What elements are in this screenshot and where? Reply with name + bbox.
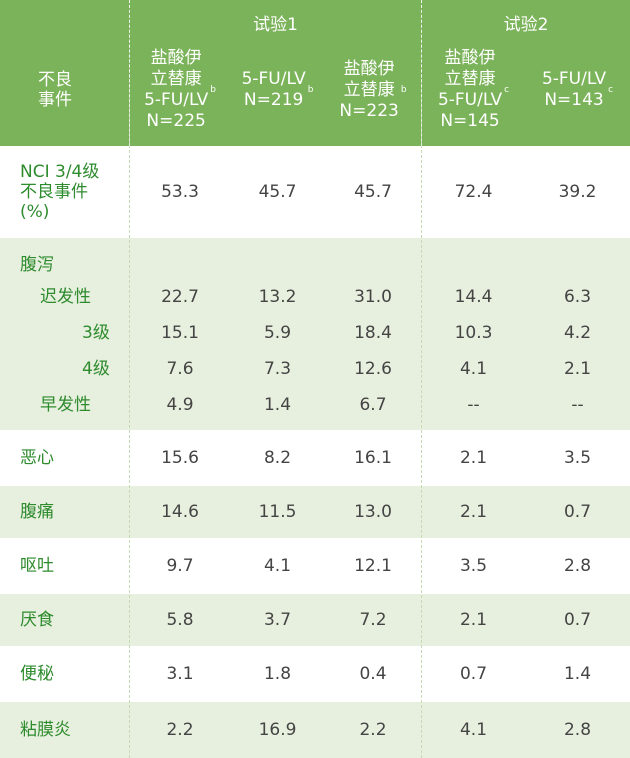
value-cell-g4-2: 7.3 xyxy=(263,359,292,379)
value-cell-nci-5: 39.2 xyxy=(558,182,597,202)
col-header-4: 盐酸伊 立替康 5-FU/LV N=145 c xyxy=(422,40,525,140)
value-cell-nci-4: 72.4 xyxy=(454,182,493,202)
value-cell-vomit-4: 3.5 xyxy=(459,556,488,576)
column-divider xyxy=(129,0,130,758)
col-header-3-label: 盐酸伊 立替康 N=223 xyxy=(339,58,399,121)
value-cell-early-4: -- xyxy=(467,395,480,415)
value-cell-late-2: 13.2 xyxy=(258,287,297,307)
value-cell-g3-3: 18.4 xyxy=(354,323,392,343)
value-cell-abdpain-1: 14.6 xyxy=(161,502,199,522)
value-cell-mucositis-4: 4.1 xyxy=(459,720,488,740)
row-label-nausea: 恶心 xyxy=(20,448,54,468)
value-cell-constip-3: 0.4 xyxy=(359,664,387,684)
value-cell-mucositis-5: 2.8 xyxy=(563,720,592,740)
col-header-2-sup: b xyxy=(307,84,314,95)
col-header-2-label: 5-FU/LV N=219 xyxy=(241,69,306,110)
col-header-4-label: 盐酸伊 立替康 5-FU/LV N=145 xyxy=(437,48,503,131)
value-cell-anorexia-2: 3.7 xyxy=(263,610,292,630)
band-nci xyxy=(0,148,630,236)
value-cell-nausea-5: 3.5 xyxy=(563,448,592,468)
col-header-2: 5-FU/LV N=219 b xyxy=(230,40,325,140)
value-cell-nci-3: 45.7 xyxy=(354,182,392,202)
trial1-header: 试验1 xyxy=(253,14,298,35)
row-label-g4: 4级 xyxy=(82,359,110,379)
band-diarrhea xyxy=(0,238,630,430)
header-band xyxy=(0,0,630,146)
value-cell-vomit-1: 9.7 xyxy=(166,556,194,576)
value-cell-abdpain-4: 2.1 xyxy=(459,502,488,522)
band-nausea xyxy=(0,432,630,484)
value-cell-early-2: 1.4 xyxy=(263,395,292,415)
trial2-header: 试验2 xyxy=(503,14,549,35)
value-cell-constip-2: 1.8 xyxy=(263,664,292,684)
value-cell-late-3: 31.0 xyxy=(354,287,392,307)
value-cell-constip-1: 3.1 xyxy=(166,664,194,684)
row-label-early: 早发性 xyxy=(40,395,91,415)
col-header-5: 5-FU/LV N=143 c xyxy=(525,40,630,140)
row-label-abdpain: 腹痛 xyxy=(20,502,54,522)
value-cell-anorexia-3: 7.2 xyxy=(359,610,387,630)
value-cell-early-3: 6.7 xyxy=(359,395,387,415)
column-divider xyxy=(129,0,130,146)
col-header-3: 盐酸伊 立替康 N=223 b xyxy=(325,40,421,140)
row-label-late: 迟发性 xyxy=(40,287,91,307)
row-label-mucositis: 粘膜炎 xyxy=(20,720,71,740)
value-cell-mucositis-2: 16.9 xyxy=(258,720,297,740)
value-cell-early-5: -- xyxy=(571,395,584,415)
value-cell-abdpain-3: 13.0 xyxy=(354,502,392,522)
value-cell-vomit-3: 12.1 xyxy=(354,556,392,576)
value-cell-g4-3: 12.6 xyxy=(354,359,392,379)
value-cell-anorexia-4: 2.1 xyxy=(459,610,488,630)
value-cell-abdpain-2: 11.5 xyxy=(258,502,297,522)
value-cell-nausea-1: 15.6 xyxy=(161,448,199,468)
col-header-1: 盐酸伊 立替康 5-FU/LV N=225 b xyxy=(130,40,230,140)
value-cell-mucositis-1: 2.2 xyxy=(166,720,194,740)
column-divider xyxy=(421,0,422,758)
value-cell-abdpain-5: 0.7 xyxy=(563,502,592,522)
value-cell-nausea-2: 8.2 xyxy=(263,448,292,468)
value-cell-mucositis-3: 2.2 xyxy=(359,720,387,740)
value-cell-g4-5: 2.1 xyxy=(563,359,592,379)
band-vomit xyxy=(0,540,630,592)
value-cell-vomit-2: 4.1 xyxy=(263,556,292,576)
value-cell-nausea-3: 16.1 xyxy=(354,448,392,468)
band-anorexia xyxy=(0,594,630,646)
band-mucositis xyxy=(0,702,630,758)
value-cell-g3-1: 15.1 xyxy=(161,323,199,343)
value-cell-g3-5: 4.2 xyxy=(563,323,592,343)
col-header-4-sup: c xyxy=(504,84,510,95)
value-cell-vomit-5: 2.8 xyxy=(563,556,592,576)
row-label-diarrhea: 腹泻 xyxy=(20,255,54,275)
column-divider xyxy=(421,0,422,146)
col-header-5-label: 5-FU/LV N=143 xyxy=(541,69,607,110)
row-label-nci: NCI 3/4级 不良事件 (%) xyxy=(20,162,100,222)
col-header-1-label: 盐酸伊 立替康 5-FU/LV N=225 xyxy=(144,48,209,131)
value-cell-constip-5: 1.4 xyxy=(563,664,592,684)
value-cell-g4-1: 7.6 xyxy=(166,359,194,379)
value-cell-nausea-4: 2.1 xyxy=(459,448,488,468)
band-abdpain xyxy=(0,486,630,538)
value-cell-late-5: 6.3 xyxy=(563,287,592,307)
value-cell-late-4: 14.4 xyxy=(454,287,493,307)
value-cell-late-1: 22.7 xyxy=(161,287,199,307)
value-cell-anorexia-1: 5.8 xyxy=(166,610,194,630)
value-cell-anorexia-5: 0.7 xyxy=(563,610,592,630)
row-label-anorexia: 厌食 xyxy=(20,610,54,630)
value-cell-nci-1: 53.3 xyxy=(161,182,199,202)
value-cell-g4-4: 4.1 xyxy=(459,359,488,379)
value-cell-early-1: 4.9 xyxy=(166,395,194,415)
row-label-vomit: 呕吐 xyxy=(20,556,54,576)
col-header-1-sup: b xyxy=(210,84,216,95)
row-label-constip: 便秘 xyxy=(20,664,54,684)
row-label-g3: 3级 xyxy=(82,323,110,343)
col-header-3-sup: b xyxy=(400,84,407,95)
value-cell-g3-2: 5.9 xyxy=(263,323,292,343)
col-header-5-sup: c xyxy=(608,84,614,95)
value-cell-constip-4: 0.7 xyxy=(459,664,488,684)
value-cell-nci-2: 45.7 xyxy=(258,182,297,202)
value-cell-g3-4: 10.3 xyxy=(454,323,493,343)
row-label-header: 不良 事件 xyxy=(38,70,72,110)
band-constip xyxy=(0,648,630,700)
